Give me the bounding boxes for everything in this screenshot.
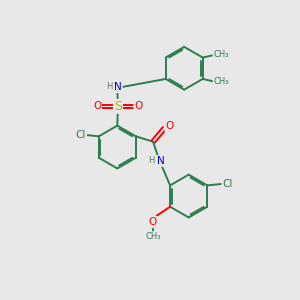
Text: O: O: [165, 121, 173, 131]
Text: O: O: [149, 217, 157, 227]
Text: S: S: [114, 100, 122, 113]
Text: Cl: Cl: [222, 179, 233, 189]
Text: H: H: [106, 82, 112, 91]
Text: CH₃: CH₃: [213, 50, 229, 59]
Text: N: N: [114, 82, 122, 92]
Text: N: N: [157, 156, 164, 166]
Text: O: O: [93, 101, 101, 111]
Text: CH₃: CH₃: [213, 77, 229, 86]
Text: Cl: Cl: [76, 130, 86, 140]
Text: O: O: [135, 101, 143, 111]
Text: H: H: [148, 157, 154, 166]
Text: CH₃: CH₃: [145, 232, 160, 241]
